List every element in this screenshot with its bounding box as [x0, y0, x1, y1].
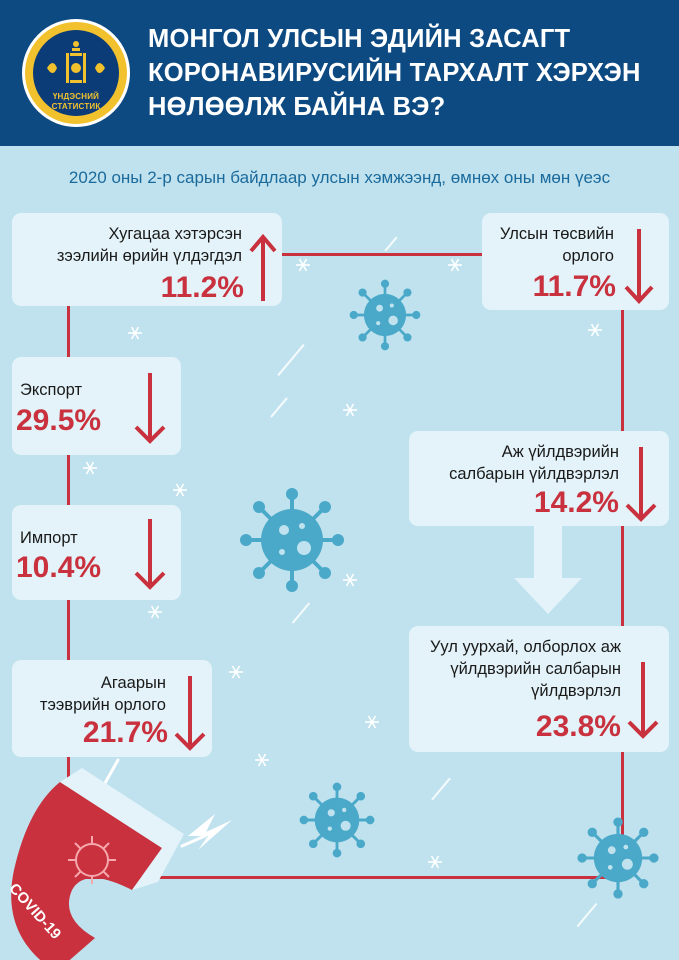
statistics-logo: ҮНДЭСНИЙ СТАТИСТИК — [22, 19, 130, 127]
card-value: 21.7% — [82, 716, 168, 749]
card-value: 23.8% — [535, 710, 621, 743]
card-export: Экспорт 29.5% — [12, 357, 181, 455]
arrow-up-icon — [249, 233, 277, 301]
card-label-line: Хугацаа хэтэрсэн — [108, 225, 242, 243]
arrow-down-icon — [627, 662, 659, 739]
card-label-line: Импорт — [20, 529, 78, 547]
card-label-line: Экспорт — [20, 381, 82, 399]
title-line-1: МОНГОЛ УЛСЫН ЭДИЙН ЗАСАГТ — [148, 25, 571, 53]
card-value: 11.7% — [532, 270, 616, 303]
arrow-down-icon — [174, 676, 206, 751]
card-import: Импорт 10.4% — [12, 505, 181, 600]
arrow-down-icon — [134, 519, 166, 590]
card-mining-production: Уул уурхай, олборлох аж үйлдвэрийн салба… — [409, 626, 669, 752]
header-bar: ҮНДЭСНИЙ СТАТИСТИК МОНГОЛ УЛСЫН ЭДИЙН ЗА… — [0, 0, 679, 146]
soyombo-icon — [47, 41, 105, 83]
card-label-line: салбарын үйлдвэрлэл — [449, 465, 619, 483]
covid-magnet-illustration — [11, 758, 232, 960]
logo-text-line-1: ҮНДЭСНИЙ — [52, 92, 100, 101]
title-line-3: НӨЛӨӨЛЖ БАЙНА ВЭ? — [148, 93, 446, 121]
card-label-line: Улсын төсвийн — [499, 225, 614, 243]
arrow-down-icon — [624, 229, 654, 304]
card-value: 29.5% — [16, 404, 102, 437]
page-title: МОНГОЛ УЛСЫН ЭДИЙН ЗАСАГТ КОРОНАВИРУСИЙН… — [148, 22, 668, 124]
card-industrial-production: Аж үйлдвэрийн салбарын үйлдвэрлэл 14.2% — [409, 431, 669, 526]
virus-icon — [298, 781, 376, 859]
card-label-line: үйлдвэрлэл — [531, 682, 621, 700]
virus-icon — [348, 278, 422, 352]
arrow-down-icon — [134, 373, 166, 444]
card-label-line: зээлийн өрийн үлдэгдэл — [56, 247, 242, 265]
card-value: 14.2% — [533, 486, 619, 519]
virus-icon — [238, 486, 346, 594]
card-label-line: Аж үйлдвэрийн — [501, 443, 619, 461]
card-budget-revenue: Улсын төсвийн орлого 11.7% — [482, 213, 669, 310]
card-label-line: тээврийн орлого — [39, 696, 166, 714]
card-air-transport-revenue: Агаарын тээврийн орлого 21.7% — [12, 660, 212, 757]
card-label-line: Уул уурхай, олборлох аж — [429, 638, 621, 656]
title-line-2: КОРОНАВИРУСИЙН ТАРХАЛТ ХЭРХЭН — [148, 59, 641, 87]
card-value: 11.2% — [160, 271, 244, 304]
card-value: 10.4% — [16, 551, 102, 584]
flow-arrow-down-icon — [514, 524, 582, 614]
logo-text-line-2: СТАТИСТИК — [51, 102, 101, 111]
card-overdue-loans: Хугацаа хэтэрсэн зээлийн өрийн үлдэгдэл … — [12, 213, 282, 306]
card-label-line: үйлдвэрийн салбарын — [450, 660, 621, 678]
card-label-line: орлого — [562, 247, 614, 265]
card-label-line: Агаарын — [100, 674, 166, 692]
arrow-down-icon — [625, 447, 657, 522]
virus-icon — [575, 815, 661, 901]
subtitle: 2020 оны 2-р сарын байдлаар улсын хэмжээ… — [68, 168, 611, 187]
